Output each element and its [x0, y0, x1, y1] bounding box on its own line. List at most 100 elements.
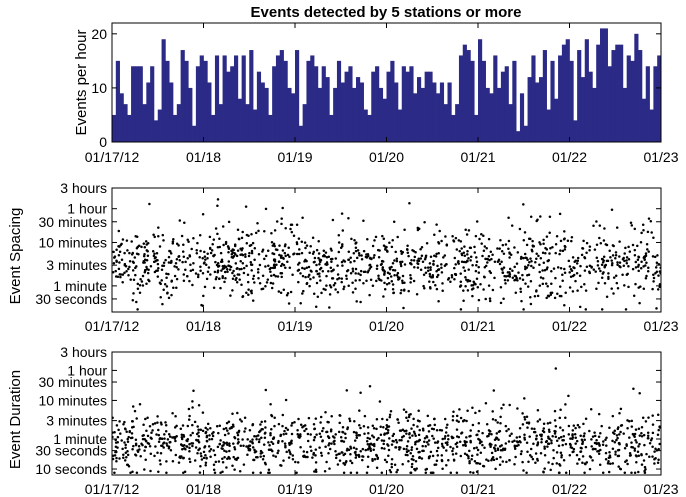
- x-tick-label: 01/21: [460, 149, 495, 165]
- data-point: [575, 439, 579, 443]
- data-point: [344, 432, 347, 435]
- data-point: [578, 274, 582, 278]
- data-point: [443, 254, 447, 257]
- data-point: [189, 263, 192, 266]
- data-point: [471, 294, 474, 298]
- data-point: [538, 418, 542, 421]
- data-point: [463, 452, 467, 455]
- data-point: [644, 420, 648, 423]
- data-point: [516, 251, 520, 254]
- bar: [302, 104, 307, 142]
- data-point: [128, 430, 132, 433]
- data-point: [491, 455, 495, 459]
- data-point: [652, 280, 655, 283]
- data-point: [428, 262, 432, 265]
- data-point: [136, 308, 139, 311]
- data-point: [233, 435, 236, 439]
- data-point: [403, 263, 407, 266]
- data-point: [175, 265, 178, 269]
- data-point: [236, 266, 239, 270]
- data-point: [616, 263, 619, 267]
- data-point: [314, 305, 318, 309]
- data-point: [145, 243, 148, 246]
- data-point: [405, 444, 409, 448]
- data-point: [230, 425, 233, 429]
- bar: [516, 131, 521, 142]
- data-point: [359, 426, 362, 430]
- data-point: [196, 425, 199, 428]
- data-point: [460, 247, 463, 250]
- data-point: [408, 262, 412, 265]
- data-point: [461, 444, 465, 447]
- bar: [306, 60, 311, 142]
- data-point: [115, 450, 118, 454]
- data-point: [563, 271, 567, 274]
- data-point: [251, 441, 254, 445]
- data-point: [504, 442, 508, 445]
- data-point: [134, 266, 137, 270]
- data-point: [523, 436, 526, 439]
- data-point: [324, 411, 327, 414]
- data-point: [484, 402, 488, 405]
- data-point: [387, 425, 391, 428]
- data-point: [222, 243, 225, 247]
- data-point: [253, 434, 256, 438]
- data-point: [309, 277, 312, 281]
- data-point: [624, 308, 628, 311]
- bar: [432, 82, 437, 142]
- data-point: [246, 280, 250, 284]
- data-point: [406, 248, 409, 252]
- data-point: [303, 429, 306, 433]
- data-point: [143, 246, 147, 249]
- data-point: [494, 449, 497, 453]
- data-point: [280, 275, 283, 279]
- data-point: [401, 281, 404, 285]
- data-point: [287, 246, 290, 249]
- data-point: [120, 258, 124, 262]
- data-point: [391, 283, 395, 286]
- data-point: [235, 457, 238, 460]
- data-point: [121, 447, 124, 451]
- data-point: [575, 271, 579, 275]
- data-point: [607, 277, 610, 281]
- data-point: [568, 453, 572, 457]
- data-point: [179, 427, 183, 431]
- data-point: [411, 434, 414, 437]
- data-point: [389, 275, 393, 278]
- data-point: [302, 450, 306, 453]
- data-point: [317, 239, 320, 243]
- data-point: [393, 274, 396, 277]
- data-point: [301, 274, 305, 278]
- data-point: [602, 440, 605, 443]
- bar: [310, 55, 315, 142]
- data-point: [191, 283, 194, 287]
- data-point: [471, 406, 474, 409]
- data-point: [633, 227, 637, 231]
- data-point: [596, 450, 599, 453]
- data-point: [358, 409, 361, 412]
- data-point: [638, 301, 641, 305]
- data-point: [141, 443, 144, 447]
- data-point: [451, 418, 455, 422]
- data-point: [482, 249, 486, 252]
- data-point: [200, 458, 204, 461]
- data-point: [134, 443, 138, 447]
- data-point: [431, 274, 435, 277]
- data-point: [605, 243, 609, 247]
- data-point: [234, 262, 238, 265]
- data-point: [630, 471, 633, 474]
- data-point: [258, 263, 262, 267]
- data-point: [642, 459, 646, 462]
- data-point: [201, 257, 204, 260]
- data-point: [412, 249, 416, 253]
- data-point: [115, 248, 118, 252]
- data-point: [497, 430, 501, 434]
- data-point: [321, 439, 324, 443]
- data-point: [513, 439, 516, 443]
- bar: [569, 60, 574, 142]
- data-point: [153, 252, 156, 255]
- data-point: [556, 292, 559, 296]
- bar: [142, 104, 147, 142]
- data-point: [550, 269, 553, 273]
- data-point: [235, 281, 239, 284]
